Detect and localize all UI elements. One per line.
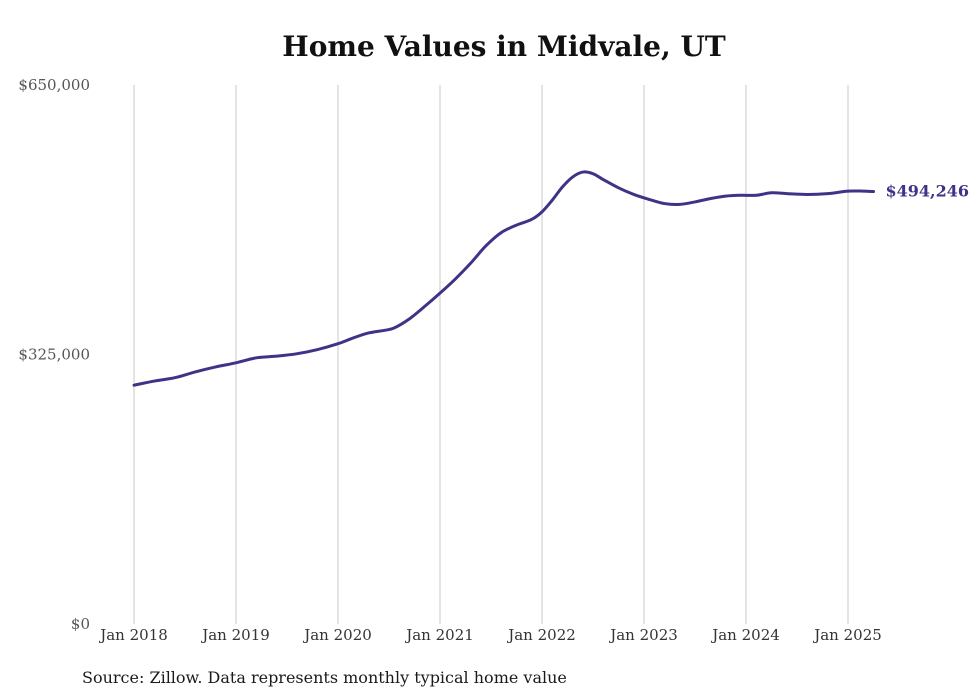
- x-axis-ticks: Jan 2018 Jan 2019 Jan 2020 Jan 2021 Jan 2022…: [98, 626, 882, 644]
- x-tick-label: Jan 2019: [200, 626, 270, 644]
- x-tick-label: Jan 2022: [506, 626, 576, 644]
- x-tick-label: Jan 2020: [302, 626, 372, 644]
- x-tick-label: Jan 2018: [98, 626, 168, 644]
- source-note: Source: Zillow. Data represents monthly …: [82, 668, 567, 687]
- series-line: [132, 170, 875, 387]
- x-tick-label: Jan 2025: [812, 626, 882, 644]
- x-tick-label: Jan 2024: [710, 626, 780, 644]
- line-chart: $0$325,000$650,000 Jan 2018 Jan 2019 Jan 2…: [18, 76, 970, 644]
- x-tick-label: Jan 2021: [404, 626, 474, 644]
- end-label-layer: $494,246: [886, 182, 970, 201]
- y-tick-label: $325,000: [18, 346, 90, 364]
- end-value-label: $494,246: [886, 182, 970, 201]
- y-tick-label: $0: [71, 615, 90, 633]
- y-axis-ticks: $0 $325,000 $650,000: [18, 76, 90, 633]
- x-tick-label: Jan 2023: [608, 626, 678, 644]
- series-layer: [132, 170, 875, 387]
- y-tick-label: $650,000: [18, 76, 90, 94]
- chart-title: Home Values in Midvale, UT: [282, 30, 726, 63]
- gridlines: [133, 85, 849, 624]
